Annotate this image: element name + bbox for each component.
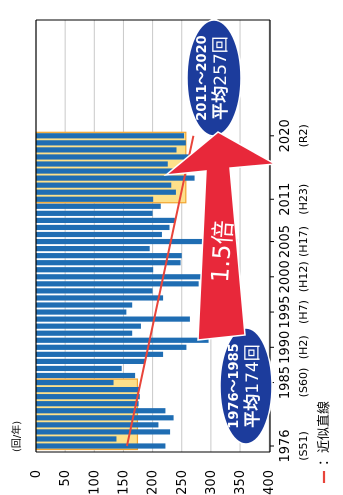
bar <box>36 358 146 364</box>
bar <box>36 387 140 393</box>
bar <box>36 316 190 322</box>
trend-line <box>125 135 195 447</box>
x-era-label: (H12) <box>297 261 310 292</box>
bar <box>36 415 174 421</box>
average-period: 1976～1985 <box>227 343 242 428</box>
x-era-label: (H7) <box>297 300 310 324</box>
bar <box>36 246 150 252</box>
bar <box>36 344 187 350</box>
y-tick-label: 200 <box>146 470 161 495</box>
bar <box>36 351 164 357</box>
bar <box>36 302 133 308</box>
x-era-label: (H2) <box>297 335 310 359</box>
bar <box>36 436 117 442</box>
x-tick-label: 1976 <box>278 429 293 462</box>
x-era-label: (H23) <box>297 184 310 215</box>
bar <box>36 274 207 280</box>
x-tick-label: 2011 <box>278 183 293 216</box>
bar <box>36 231 162 238</box>
x-era-label: (H17) <box>297 226 310 257</box>
x-era-label: (S51) <box>297 431 310 461</box>
bar <box>36 260 181 266</box>
bar <box>36 429 171 435</box>
bar <box>36 379 114 386</box>
x-tick-label: 2020 <box>278 119 293 152</box>
y-tick-label: 100 <box>87 470 102 495</box>
bar <box>36 422 159 428</box>
y-tick-label: 0 <box>29 470 44 478</box>
average-count: 257回 <box>211 36 231 85</box>
bar <box>36 309 127 315</box>
y-tick-label: 400 <box>262 470 277 495</box>
average-value: 平均257回 <box>210 36 231 119</box>
average-value: 平均174回 <box>242 344 263 427</box>
unit-label: (回/年) <box>10 421 23 452</box>
x-tick-label: 2005 <box>278 225 293 258</box>
bar <box>36 408 166 414</box>
legend-trend-label: ：近似直線 <box>316 401 332 466</box>
bar <box>36 161 168 167</box>
increase-arrow <box>163 131 278 341</box>
bar <box>36 210 153 216</box>
bar <box>36 372 136 379</box>
bar <box>36 394 140 400</box>
bar <box>36 267 154 273</box>
x-era-label: (S60) <box>297 368 310 398</box>
y-tick-label: 350 <box>233 470 248 495</box>
average-oval <box>219 327 273 445</box>
bar <box>36 295 164 301</box>
x-era-label: (R2) <box>297 124 310 147</box>
average-label: 平均 <box>210 86 231 120</box>
bar <box>36 323 141 329</box>
x-tick-label: 1985 <box>278 366 293 399</box>
average-label: 平均 <box>242 394 263 428</box>
y-tick-label: 250 <box>175 470 190 495</box>
bar <box>36 140 186 146</box>
x-tick-label: 2000 <box>278 260 293 293</box>
bar <box>36 224 170 231</box>
bar <box>36 365 122 372</box>
average-count: 174回 <box>243 344 263 393</box>
trend-line-layer <box>125 135 195 447</box>
bar <box>36 330 133 336</box>
bar <box>36 196 154 202</box>
bar <box>36 401 139 407</box>
bar <box>36 217 175 223</box>
average-period: 2011～2020 <box>195 35 210 120</box>
bar <box>36 337 209 343</box>
bar <box>36 147 177 153</box>
bar <box>36 281 199 287</box>
bar <box>36 182 172 188</box>
bars <box>36 133 238 449</box>
labels: 0 50 100 150 200 250 300 350 400 (回/年) 1976 (S51) 19… <box>10 119 332 495</box>
x-tick-label: 1995 <box>278 296 293 329</box>
y-tick-label: 50 <box>58 470 73 487</box>
bar <box>36 253 182 259</box>
bar <box>36 133 185 139</box>
bar <box>36 203 161 209</box>
ratio-label: 1.5倍 <box>206 219 238 283</box>
bar <box>36 175 195 181</box>
bar <box>36 238 238 245</box>
bar <box>36 443 166 449</box>
y-tick-label: 150 <box>116 470 131 495</box>
x-tick-label: 1990 <box>278 331 293 364</box>
bar <box>36 154 206 160</box>
bar <box>36 168 185 174</box>
bar <box>36 288 153 294</box>
bar <box>36 189 176 195</box>
y-tick-label: 300 <box>204 470 219 495</box>
